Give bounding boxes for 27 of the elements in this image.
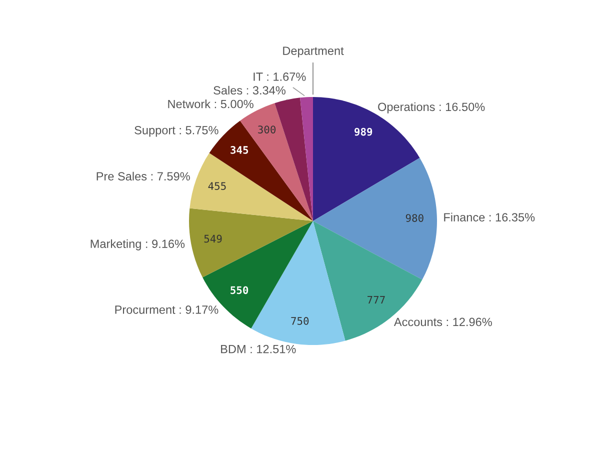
slice-label: Pre Sales : 7.59% (96, 172, 190, 181)
slice-label: Accounts : 12.96% (394, 318, 492, 326)
slice-label: Marketing : 9.16% (90, 239, 185, 250)
pie-slice (313, 158, 437, 280)
data-label: 980 (406, 214, 424, 222)
slice-label: IT : 1.67% (254, 72, 306, 81)
slice-label: Support : 5.75% (134, 126, 218, 137)
data-label: 455 (208, 182, 226, 190)
slice-label: Procurment : 9.17% (115, 306, 218, 314)
slice-label: Operations : 16.50% (378, 102, 485, 114)
slice-label: Sales : 3.34% (214, 86, 286, 95)
data-label: 989 (354, 128, 372, 136)
pie-slice (190, 153, 313, 221)
data-label: 300 (258, 126, 276, 134)
pie-slice (189, 208, 313, 278)
pie-slice (251, 221, 346, 345)
slice-label: Network : 5.00% (168, 100, 254, 108)
data-label: 550 (230, 286, 248, 294)
data-label: 345 (230, 146, 248, 154)
data-label: 750 (291, 317, 309, 325)
pie-slice (274, 98, 313, 221)
slice-label: BDM : 12.51% (221, 344, 296, 354)
data-label: 777 (368, 296, 385, 304)
chart-title: Department (283, 46, 344, 58)
data-label: 549 (204, 234, 222, 243)
pie-slice (300, 97, 313, 221)
slice-label: Finance : 16.35% (444, 212, 535, 222)
